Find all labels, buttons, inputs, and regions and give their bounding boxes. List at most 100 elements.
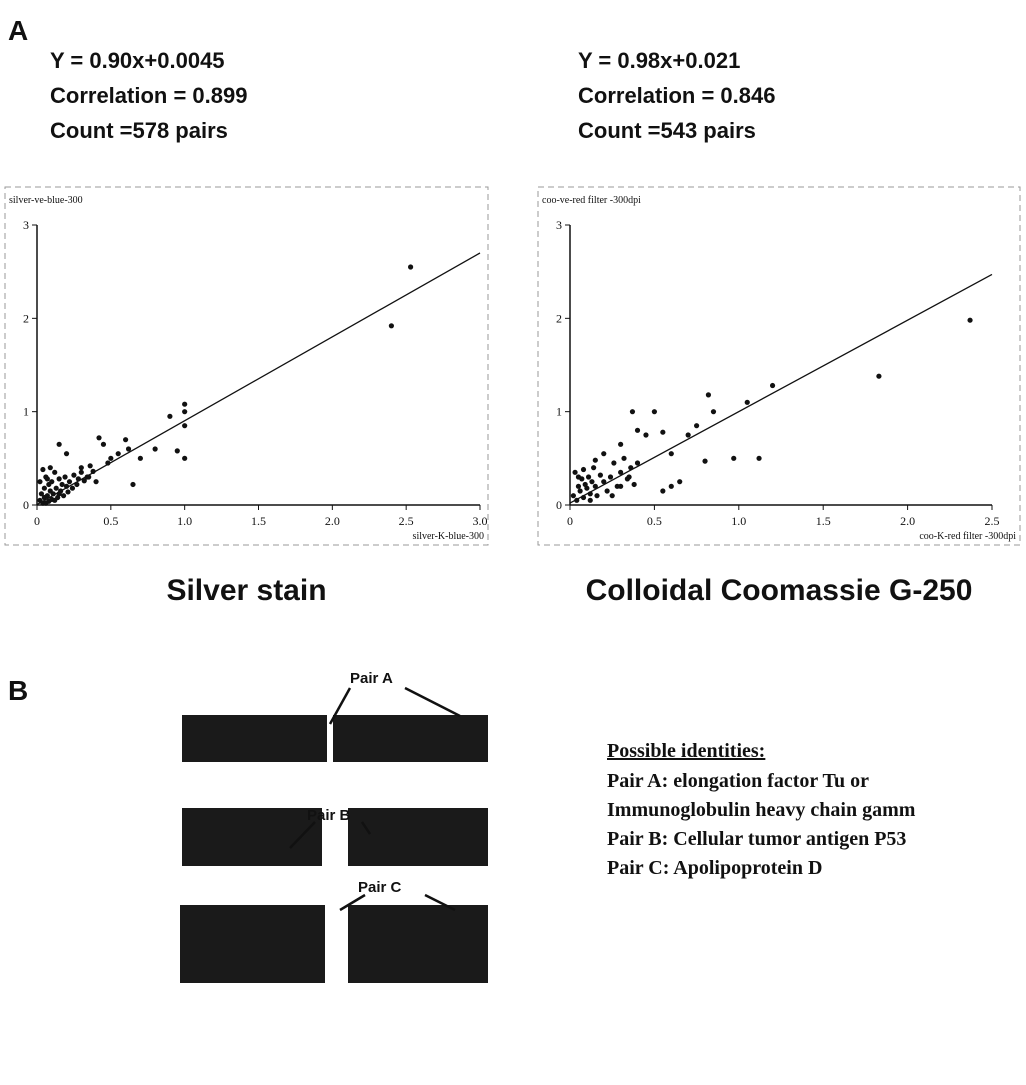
- y-tick-label: 2: [23, 311, 29, 325]
- point: [126, 446, 131, 451]
- point: [593, 484, 598, 489]
- point: [48, 465, 53, 470]
- point: [632, 482, 637, 487]
- x-tick-label: 0.5: [103, 514, 118, 528]
- identity-line: Immunoglobulin heavy chain gamm: [607, 799, 916, 821]
- point: [91, 469, 96, 474]
- annotation: Correlation = 0.846: [578, 83, 775, 108]
- point: [54, 486, 59, 491]
- x-axis-label: silver-K-blue-300: [413, 531, 484, 542]
- point: [581, 495, 586, 500]
- point: [57, 442, 62, 447]
- y-tick-label: 0: [23, 498, 29, 512]
- point: [101, 442, 106, 447]
- point: [45, 476, 50, 481]
- point: [52, 498, 57, 503]
- plot-frame: [538, 187, 1020, 545]
- point: [635, 428, 640, 433]
- point: [49, 479, 54, 484]
- point: [57, 476, 62, 481]
- point: [130, 482, 135, 487]
- y-tick-label: 1: [23, 405, 29, 419]
- point: [88, 463, 93, 468]
- point: [64, 484, 69, 489]
- point: [621, 456, 626, 461]
- point: [610, 493, 615, 498]
- x-tick-label: 1.0: [731, 514, 746, 528]
- point: [105, 460, 110, 465]
- chart: Y = 0.98x+0.021 Correlation = 0.846 Count …: [538, 48, 1020, 607]
- y-tick-label: 2: [556, 311, 562, 325]
- plot-frame: [5, 187, 488, 545]
- x-tick-label: 2.5: [985, 514, 1000, 528]
- annotation: Y = 0.98x+0.021: [578, 48, 740, 73]
- x-tick-label: 0.5: [647, 514, 662, 528]
- point: [630, 409, 635, 414]
- x-tick-label: 1.0: [177, 514, 192, 528]
- annotation: Correlation = 0.899: [50, 83, 247, 108]
- pair-label: Pair A: [350, 670, 393, 687]
- point: [108, 456, 113, 461]
- point: [618, 470, 623, 475]
- point: [116, 451, 121, 456]
- point: [74, 482, 79, 487]
- point: [65, 489, 70, 494]
- x-axis-label: coo-K-red filter -300dpi: [919, 531, 1016, 542]
- gel-image: [333, 715, 488, 762]
- point: [93, 479, 98, 484]
- point: [618, 442, 623, 447]
- point: [70, 486, 75, 491]
- annotation: Y = 0.90x+0.0045: [50, 48, 225, 73]
- pair-label: Pair B: [307, 807, 351, 824]
- point: [182, 423, 187, 428]
- gel-image: [180, 905, 325, 983]
- point: [37, 479, 42, 484]
- point: [79, 470, 84, 475]
- point: [167, 414, 172, 419]
- point: [702, 459, 707, 464]
- point: [182, 409, 187, 414]
- point: [593, 458, 598, 463]
- point: [45, 493, 50, 498]
- point: [669, 451, 674, 456]
- y-axis-label: coo-ve-red filter -300dpi: [542, 195, 641, 206]
- point: [694, 423, 699, 428]
- point: [43, 501, 48, 506]
- annotation: Count =543 pairs: [578, 118, 756, 143]
- y-axis-label: silver-ve-blue-300: [9, 195, 83, 206]
- point: [669, 484, 674, 489]
- y-tick-label: 3: [556, 218, 562, 232]
- point: [574, 498, 579, 503]
- point: [618, 484, 623, 489]
- panel-label: B: [8, 675, 28, 706]
- point: [175, 448, 180, 453]
- point: [96, 435, 101, 440]
- point: [578, 488, 583, 493]
- point: [79, 465, 84, 470]
- x-tick-label: 0: [34, 514, 40, 528]
- point: [628, 465, 633, 470]
- point: [745, 400, 750, 405]
- point: [60, 482, 65, 487]
- gel-image: [348, 808, 488, 866]
- point: [576, 474, 581, 479]
- point: [64, 451, 69, 456]
- point: [591, 465, 596, 470]
- point: [408, 264, 413, 269]
- point: [660, 430, 665, 435]
- x-tick-label: 1.5: [251, 514, 266, 528]
- point: [598, 473, 603, 478]
- fit-line: [37, 253, 480, 505]
- identities-heading: Possible identities:: [607, 740, 765, 762]
- point: [588, 491, 593, 496]
- x-tick-label: 2.0: [900, 514, 915, 528]
- point: [389, 323, 394, 328]
- panel-label: A: [8, 15, 28, 46]
- point: [711, 409, 716, 414]
- point: [62, 474, 67, 479]
- figure: A B Pair A Pair B Pair C Possible identi…: [0, 0, 1026, 1080]
- point: [57, 491, 62, 496]
- point: [594, 493, 599, 498]
- identity-line: Pair A: elongation factor Tu or: [607, 770, 869, 792]
